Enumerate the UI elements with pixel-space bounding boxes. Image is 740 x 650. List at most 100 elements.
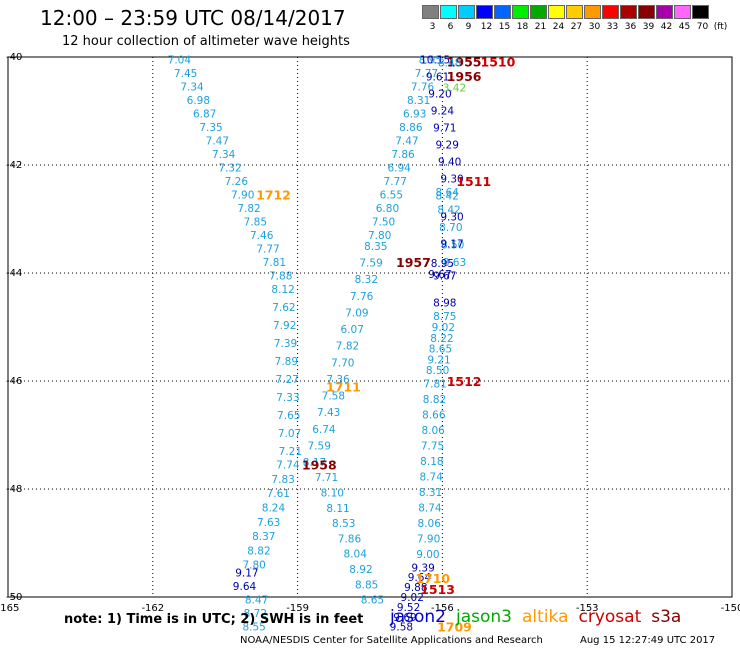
wave-height-value: 7.77 — [415, 68, 438, 80]
wave-height-value: 8.55 — [242, 622, 265, 634]
colorbar-label: 15 — [498, 22, 511, 32]
pass-time-label: 1511 — [456, 174, 491, 189]
wave-height-value: 8.65 — [361, 595, 384, 607]
pass-time-label: 1955 — [447, 54, 482, 69]
map-frame — [7, 56, 733, 598]
wave-height-value: 7.27 — [275, 374, 298, 386]
wave-height-value: 9.64 — [233, 581, 257, 593]
lon-tick-label: -165 — [0, 603, 19, 614]
wave-height-value: 9.61 — [426, 72, 449, 84]
colorbar-swatch — [656, 5, 673, 19]
wave-height-value: 7.34 — [212, 149, 236, 161]
wave-height-value: 6.07 — [341, 324, 364, 336]
wave-height-value: 8.50 — [426, 365, 449, 377]
wave-height-value: 7.82 — [336, 341, 359, 353]
pass-time-label: 1709 — [437, 620, 472, 635]
wave-height-value: 8.12 — [271, 284, 294, 296]
wave-height-value: 7.32 — [218, 163, 241, 175]
wave-height-value: 7.85 — [244, 217, 267, 229]
colorbar-label: 39 — [642, 22, 655, 32]
colorbar-label: 6 — [447, 22, 454, 32]
colorbar-label: 12 — [480, 22, 493, 32]
wave-height-value: 7.81 — [263, 257, 286, 269]
wave-height-value: 7.86 — [391, 149, 415, 161]
colorbar-swatch — [692, 5, 709, 19]
legend-item: altika — [522, 607, 569, 627]
wave-height-value: 9.30 — [440, 174, 463, 186]
colorbar-label: 42 — [660, 22, 673, 32]
pass-time-label: 1958 — [302, 458, 337, 473]
page-title: 12:00 – 23:59 UTC 08/14/2017 — [40, 6, 346, 30]
wave-height-value: 9.58 — [390, 622, 413, 634]
wave-height-value: 8.42 — [437, 205, 460, 217]
wave-height-value: 7.59 — [359, 258, 382, 270]
wave-height-value: 9.02 — [432, 322, 455, 334]
wave-height-value: 7.65 — [277, 410, 300, 422]
wave-height-value: 7.58 — [322, 391, 345, 403]
wave-height-value: 7.50 — [372, 217, 395, 229]
legend-item: jason2 — [390, 607, 446, 627]
wave-height-value: 9.69 — [393, 612, 416, 624]
pass-time-label: 1513 — [420, 582, 455, 597]
colorbar-swatch — [620, 5, 637, 19]
wave-height-value: 8.06 — [421, 425, 445, 437]
wave-height-value: 8.22 — [430, 333, 453, 345]
wave-height-value: 7.76 — [411, 82, 435, 94]
wave-height-value: 8.95 — [431, 258, 454, 270]
wave-height-value: 7.26 — [225, 176, 249, 188]
wave-height-value: 8.70 — [439, 222, 462, 234]
legend-item: cryosat — [578, 607, 642, 627]
wave-height-value: 7.70 — [331, 357, 354, 369]
wave-height-value: 9.00 — [416, 549, 439, 561]
wave-height-value: 6.74 — [312, 424, 336, 436]
wave-height-value: 7.33 — [276, 392, 299, 404]
colorbar-label: 45 — [678, 22, 691, 32]
wave-height-value: 9.21 — [427, 354, 450, 366]
wave-height-value: 7.43 — [317, 407, 340, 419]
wave-height-value: 8.66 — [422, 410, 446, 422]
pass-time-label: 1510 — [481, 54, 516, 69]
colorbar-label: 21 — [534, 22, 547, 32]
wave-height-value: 7.75 — [421, 441, 444, 453]
pass-time-label: 1711 — [326, 379, 361, 394]
pass-time-label: 1512 — [447, 374, 482, 389]
pass-time-label: 1712 — [256, 188, 291, 203]
wave-height-value: 8.32 — [355, 274, 378, 286]
wave-height-value: 8.10 — [321, 487, 344, 499]
wave-height-value: 9.40 — [438, 157, 461, 169]
wave-height-value: 8.18 — [420, 456, 443, 468]
wave-height-value: 8.06 — [418, 518, 442, 530]
wave-height-value: 8.85 — [355, 579, 378, 591]
wave-height-value: 8.82 — [423, 394, 446, 406]
wave-height-value: 7.92 — [273, 320, 296, 332]
wave-height-value: 7.81 — [423, 379, 446, 391]
colorbar-swatch — [422, 5, 439, 19]
wave-height-value: 8.92 — [349, 564, 372, 576]
wave-height-value: 8.95 — [419, 55, 442, 67]
wave-height-value: 7.89 — [275, 356, 298, 368]
wave-height-value: 10.15 — [420, 55, 450, 67]
wave-height-value: 7.80 — [368, 230, 391, 242]
wave-height-value: 8.48 — [438, 57, 461, 69]
wave-height-value: 7.77 — [384, 176, 407, 188]
wave-height-value: 9.20 — [428, 89, 451, 101]
wave-height-value: 7.90 — [417, 533, 440, 545]
wave-height-value: 9.29 — [436, 140, 459, 152]
wave-height-value: 7.88 — [269, 271, 292, 283]
wave-height-value: 7.82 — [237, 203, 260, 215]
colorbar-label: (ft) — [713, 22, 728, 32]
wave-height-value: 7.59 — [308, 440, 331, 452]
wave-height-value: 8.50 — [441, 240, 464, 252]
wave-height-value: 7.21 — [279, 446, 302, 458]
wave-height-value: 9.88 — [404, 582, 427, 594]
wave-height-value: 7.62 — [272, 302, 295, 314]
colorbar-swatch — [476, 5, 493, 19]
wave-height-value: 8.31 — [407, 95, 430, 107]
legend-item: jason3 — [456, 607, 512, 627]
wave-height-value: 7.45 — [174, 68, 197, 80]
wave-height-value: 8.75 — [433, 311, 456, 323]
colorbar-label: 24 — [552, 22, 565, 32]
page-subtitle: 12 hour collection of altimeter wave hei… — [62, 34, 350, 49]
wave-height-value: 7.46 — [250, 230, 274, 242]
wave-height-value: 8.37 — [252, 531, 275, 543]
